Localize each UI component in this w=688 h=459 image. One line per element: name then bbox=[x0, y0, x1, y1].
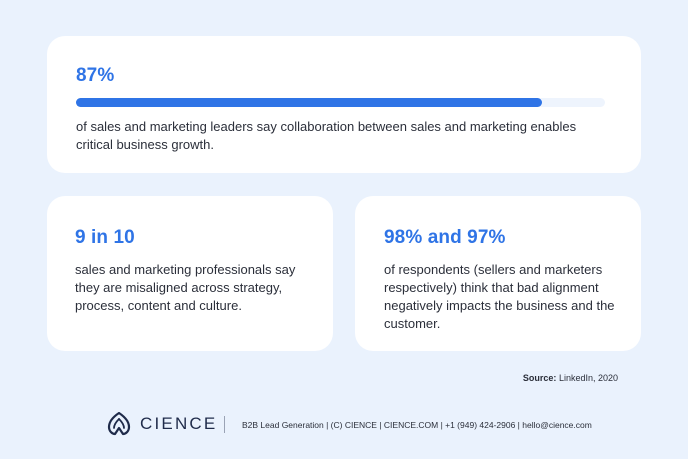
cience-leaf-icon bbox=[107, 412, 131, 436]
stat-card-collaboration: 87% of sales and marketing leaders say c… bbox=[47, 36, 641, 173]
stat-card-bad-alignment: 98% and 97% of respondents (sellers and … bbox=[355, 196, 641, 351]
stat-description: of sales and marketing leaders say colla… bbox=[76, 119, 577, 152]
stat-description: sales and marketing professionals say th… bbox=[75, 262, 296, 313]
source-value: LinkedIn, 2020 bbox=[558, 373, 618, 383]
stat-value: 9 in 10 bbox=[75, 227, 135, 248]
stat-value: 98% and 97% bbox=[384, 227, 506, 248]
progress-bar bbox=[76, 98, 605, 107]
source-label: Source: bbox=[522, 373, 557, 383]
stat-value: 87% bbox=[76, 65, 115, 86]
footer-divider bbox=[224, 416, 225, 433]
progress-bar-fill bbox=[76, 98, 542, 107]
stat-card-misaligned: 9 in 10 sales and marketing professional… bbox=[47, 196, 333, 351]
brand-logo: CIENCE bbox=[106, 412, 217, 436]
footer-contact-info: B2B Lead Generation | (C) CIENCE | CIENC… bbox=[242, 420, 592, 430]
stat-description: of respondents (sellers and marketers re… bbox=[384, 262, 615, 331]
source-citation: Source: LinkedIn, 2020 bbox=[523, 373, 618, 383]
footer: CIENCE B2B Lead Generation | (C) CIENCE … bbox=[0, 410, 688, 442]
brand-name: CIENCE bbox=[140, 414, 218, 433]
